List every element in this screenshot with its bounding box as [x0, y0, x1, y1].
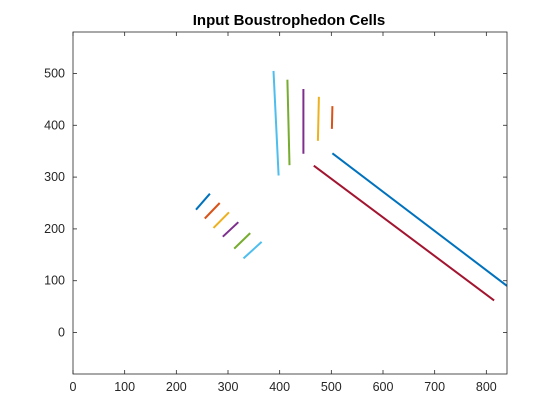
- x-tick-label: 200: [166, 380, 187, 394]
- series-line-6: [242, 241, 263, 260]
- series-line-3: [212, 211, 230, 229]
- series-line-7: [272, 70, 280, 176]
- series-line-11: [330, 106, 334, 129]
- x-tick-label: 300: [218, 380, 239, 394]
- plot-area: [73, 32, 507, 374]
- x-tick-label: 800: [476, 380, 497, 394]
- axes-layer: 0 100 200 300 400 500 600 700 800 0 100 200 300 400 50…: [44, 31, 508, 394]
- series-line-12: [331, 152, 507, 287]
- y-tick-label: 100: [44, 274, 65, 288]
- series-line-2: [204, 202, 221, 220]
- series-layer: [195, 70, 507, 302]
- x-tick-label: 0: [70, 380, 77, 394]
- series-line-1: [195, 193, 211, 211]
- series-line-4: [222, 221, 239, 238]
- series-line-8: [286, 79, 291, 166]
- x-tick-label: 100: [114, 380, 135, 394]
- y-tick-label: 300: [44, 170, 65, 184]
- x-tick-label: 400: [269, 380, 290, 394]
- y-tick-label: 0: [58, 326, 65, 340]
- y-tick-label: 200: [44, 222, 65, 236]
- x-tick-label: 600: [373, 380, 394, 394]
- series-line-5: [233, 232, 251, 250]
- axes-box: [72, 31, 508, 375]
- x-tick-label: 700: [424, 380, 445, 394]
- x-tick-label: 500: [321, 380, 342, 394]
- series-line-10: [316, 96, 320, 141]
- y-tick-label: 500: [44, 66, 65, 80]
- chart-title: Input Boustrophedon Cells: [193, 12, 386, 29]
- y-tick-label: 400: [44, 118, 65, 132]
- series-line-13: [313, 164, 495, 302]
